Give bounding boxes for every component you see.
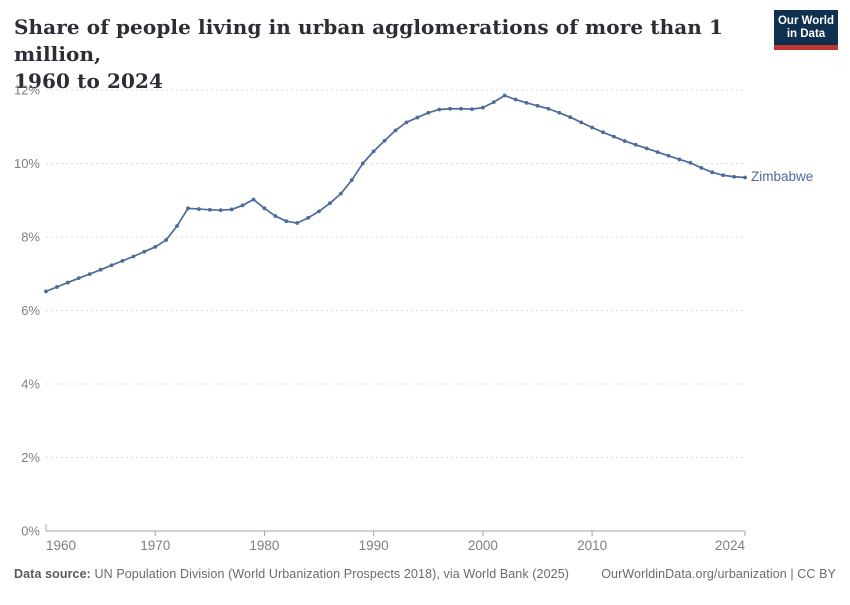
data-point[interactable]: [601, 130, 605, 135]
chart-title-line1: Share of people living in urban agglomer…: [14, 15, 723, 66]
x-tick-label: 1960: [46, 538, 76, 553]
owid-logo-line1: Our World: [777, 15, 834, 27]
y-tick-label: 4%: [21, 377, 40, 392]
data-point[interactable]: [688, 160, 693, 165]
data-point[interactable]: [415, 115, 420, 120]
data-point[interactable]: [328, 201, 332, 206]
data-point[interactable]: [164, 238, 169, 242]
chart-title-line2: 1960 to 2024: [14, 69, 164, 93]
owid-logo-accent-bar: [774, 45, 838, 50]
data-point[interactable]: [633, 142, 638, 147]
owid-logo[interactable]: Our World in Data: [774, 10, 838, 50]
data-point[interactable]: [677, 157, 682, 162]
data-point[interactable]: [349, 178, 354, 182]
y-tick-label: 12%: [14, 83, 40, 98]
data-point[interactable]: [579, 120, 584, 125]
data-source-label: Data source:: [14, 567, 91, 581]
footer: Data source: UN Population Division (Wor…: [14, 567, 836, 581]
data-point[interactable]: [426, 110, 431, 115]
data-point[interactable]: [262, 206, 267, 211]
data-point[interactable]: [76, 276, 81, 281]
data-point[interactable]: [317, 209, 321, 214]
data-point[interactable]: [546, 106, 551, 111]
data-point[interactable]: [557, 110, 562, 115]
y-tick-label: 6%: [21, 303, 40, 318]
data-point[interactable]: [251, 197, 256, 202]
data-point[interactable]: [218, 208, 223, 213]
data-point[interactable]: [644, 146, 649, 151]
data-point[interactable]: [699, 166, 704, 170]
data-point[interactable]: [131, 254, 136, 259]
y-tick-label: 2%: [21, 450, 40, 465]
x-tick-label: 2024: [715, 538, 746, 553]
data-point[interactable]: [120, 258, 125, 263]
data-point[interactable]: [437, 107, 442, 112]
data-point[interactable]: [535, 103, 540, 108]
data-point[interactable]: [109, 263, 114, 268]
x-tick-label: 2010: [577, 538, 607, 553]
data-point[interactable]: [612, 134, 616, 139]
data-point[interactable]: [186, 206, 190, 211]
data-point[interactable]: [382, 138, 387, 143]
data-point[interactable]: [142, 249, 147, 254]
series-label-zimbabwe[interactable]: Zimbabwe: [751, 169, 814, 185]
x-tick-label: 1980: [249, 538, 279, 553]
data-point[interactable]: [295, 221, 300, 225]
data-point[interactable]: [743, 175, 747, 180]
data-point[interactable]: [284, 219, 289, 224]
footer-link[interactable]: OurWorldinData.org/urbanization | CC BY: [601, 567, 836, 581]
y-tick-label: 8%: [21, 230, 40, 245]
data-point[interactable]: [55, 285, 59, 289]
data-point[interactable]: [44, 289, 48, 294]
data-point[interactable]: [393, 128, 398, 133]
chart-title: Share of people living in urban agglomer…: [14, 14, 734, 95]
data-point[interactable]: [480, 105, 485, 110]
data-point[interactable]: [404, 120, 409, 125]
data-point[interactable]: [371, 149, 376, 154]
data-point[interactable]: [240, 203, 245, 208]
y-tick-label: 10%: [14, 156, 40, 171]
data-point[interactable]: [470, 107, 474, 112]
x-tick-label: 1990: [359, 538, 389, 553]
data-point[interactable]: [491, 100, 496, 105]
data-point[interactable]: [207, 207, 212, 212]
data-point[interactable]: [655, 150, 660, 155]
data-point[interactable]: [273, 214, 278, 218]
data-point[interactable]: [197, 207, 201, 211]
data-point[interactable]: [360, 161, 365, 166]
data-point[interactable]: [306, 215, 311, 220]
data-source-text: UN Population Division (World Urbanizati…: [90, 567, 570, 581]
data-point[interactable]: [229, 207, 234, 212]
data-point[interactable]: [524, 100, 529, 105]
data-point[interactable]: [87, 272, 92, 277]
data-point[interactable]: [175, 224, 179, 228]
data-point[interactable]: [338, 191, 343, 196]
owid-logo-line2: in Data: [786, 28, 826, 40]
data-point[interactable]: [732, 174, 736, 179]
data-point[interactable]: [622, 139, 627, 143]
data-point[interactable]: [513, 97, 518, 102]
data-point[interactable]: [568, 115, 573, 120]
data-point[interactable]: [721, 173, 726, 178]
data-point[interactable]: [65, 280, 70, 285]
zimbabwe-line[interactable]: [45, 94, 746, 293]
data-point[interactable]: [710, 170, 715, 175]
y-tick-label: 0%: [21, 524, 40, 539]
data-point[interactable]: [153, 245, 158, 249]
data-point[interactable]: [666, 153, 671, 158]
data-point[interactable]: [459, 106, 463, 111]
x-tick-label: 2000: [468, 538, 498, 553]
data-point[interactable]: [98, 267, 103, 272]
x-tick-label: 1970: [140, 538, 170, 553]
data-point[interactable]: [502, 93, 507, 98]
data-point[interactable]: [448, 106, 453, 111]
data-source-note: Data source: UN Population Division (Wor…: [14, 567, 569, 581]
data-point[interactable]: [590, 125, 594, 130]
